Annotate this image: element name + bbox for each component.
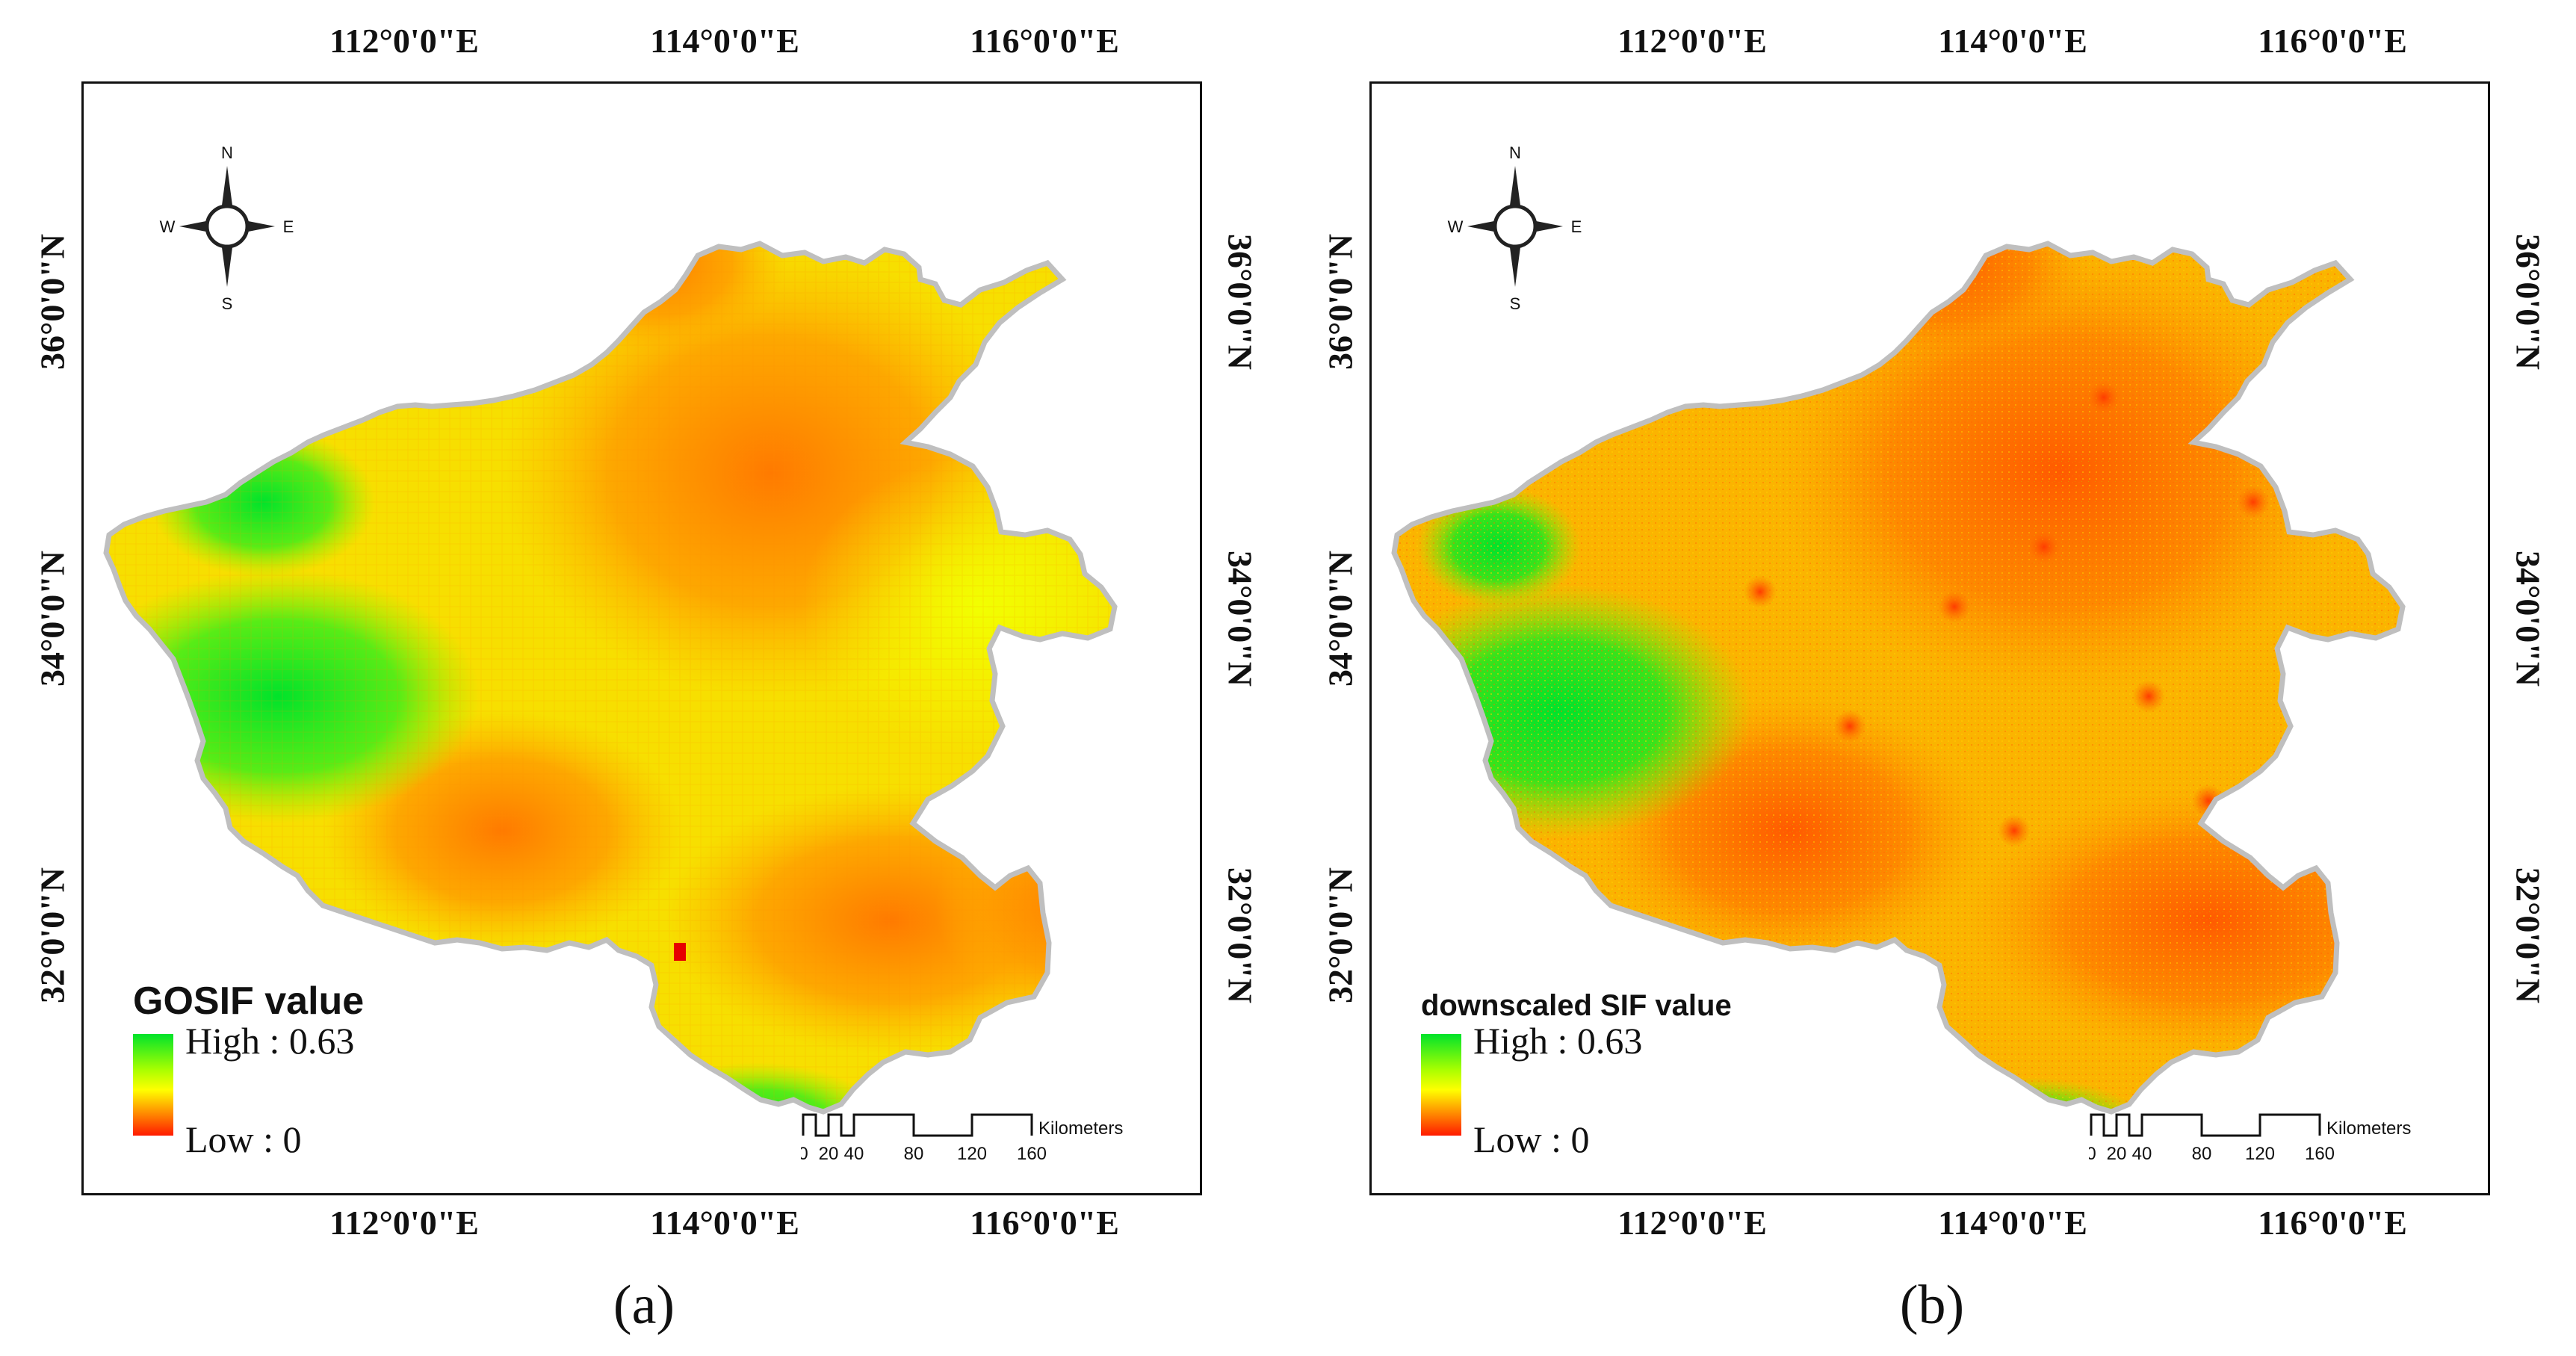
lon-label-114-bottom: 114°0'0"E: [1938, 1204, 2087, 1242]
lat-label-34-right: 34°0'0"N: [2509, 551, 2548, 687]
scale-tick-80: 80: [904, 1144, 924, 1164]
lon-label-116-top: 116°0'0"E: [970, 22, 1119, 60]
legend-high-label: High : 0.63: [1473, 1020, 1643, 1062]
lon-label-114-top: 114°0'0"E: [650, 22, 799, 60]
map-frame: N S W E downscaled SIF value High : 0.63…: [1369, 81, 2490, 1195]
scale-tick-0: 0: [2089, 1144, 2096, 1164]
compass-n: N: [1509, 143, 1521, 162]
scale-tick-120: 120: [957, 1144, 987, 1164]
panel-b: 112°0'0"E 114°0'0"E 116°0'0"E 112°0'0"E …: [1288, 0, 2576, 1356]
lon-label-114-bottom: 114°0'0"E: [650, 1204, 799, 1242]
lon-label-112-bottom: 112°0'0"E: [1617, 1204, 1767, 1242]
scale-tick-40: 40: [844, 1144, 864, 1164]
lon-label-114-top: 114°0'0"E: [1938, 22, 2087, 60]
legend-title: GOSIF value: [133, 979, 365, 1023]
compass-w: W: [1448, 217, 1464, 236]
scale-tick-80: 80: [2192, 1144, 2212, 1164]
lon-label-116-bottom: 116°0'0"E: [2258, 1204, 2407, 1242]
province-map: [1391, 241, 2406, 1115]
lat-label-32-right: 32°0'0"N: [1221, 867, 1260, 1003]
legend-color-ramp: [1421, 1034, 1461, 1136]
legend-high-label: High : 0.63: [185, 1020, 355, 1062]
north-arrow: N S W E: [1418, 133, 1612, 320]
scale-unit: Kilometers: [1038, 1118, 1123, 1139]
compass-e: E: [283, 217, 294, 236]
lon-label-112-top: 112°0'0"E: [1617, 22, 1767, 60]
scale-tick-120: 120: [2245, 1144, 2275, 1164]
lon-label-112-bottom: 112°0'0"E: [329, 1204, 479, 1242]
lat-label-32-left: 32°0'0"N: [1321, 867, 1360, 1003]
scale-tick-20: 20: [819, 1144, 839, 1164]
map-frame: N S W E GOSIF value High : 0.63 Low : 0 …: [81, 81, 1202, 1195]
lat-label-34-left: 34°0'0"N: [33, 551, 72, 687]
scale-unit: Kilometers: [2326, 1118, 2411, 1139]
scale-tick-160: 160: [1017, 1144, 1047, 1164]
lat-label-32-left: 32°0'0"N: [33, 867, 72, 1003]
legend-color-ramp: [133, 1034, 173, 1136]
compass-w: W: [160, 217, 176, 236]
province-boundary: [103, 241, 1118, 1115]
legend-low-label: Low : 0: [1473, 1118, 1590, 1160]
scale-tick-160: 160: [2305, 1144, 2335, 1164]
lon-label-112-top: 112°0'0"E: [329, 22, 479, 60]
compass-s: S: [1510, 294, 1521, 313]
lat-label-36-right: 36°0'0"N: [1221, 234, 1260, 370]
province-map: [103, 241, 1118, 1115]
panel-caption: (b): [1899, 1275, 1965, 1336]
lat-label-36-right: 36°0'0"N: [2509, 234, 2548, 370]
panel-a: 112°0'0"E 114°0'0"E 116°0'0"E 112°0'0"E …: [33, 22, 1260, 1336]
panel-caption: (a): [613, 1275, 675, 1336]
lat-label-34-right: 34°0'0"N: [1221, 551, 1260, 687]
scale-bar: 0 20 40 80 120 160 Kilometers: [798, 1106, 1174, 1188]
north-arrow: N S W E: [130, 133, 324, 320]
compass-e: E: [1571, 217, 1582, 236]
lon-label-116-bottom: 116°0'0"E: [970, 1204, 1119, 1242]
lat-label-34-left: 34°0'0"N: [1321, 551, 1360, 687]
legend-title: downscaled SIF value: [1421, 989, 1732, 1022]
compass-s: S: [222, 294, 233, 313]
lat-label-36-left: 36°0'0"N: [33, 234, 72, 370]
scale-tick-20: 20: [2107, 1144, 2127, 1164]
province-boundary: [1391, 241, 2406, 1115]
lon-label-116-top: 116°0'0"E: [2258, 22, 2407, 60]
lat-label-36-left: 36°0'0"N: [1321, 234, 1360, 370]
scale-bar: 0 20 40 80 120 160 Kilometers: [2086, 1106, 2462, 1188]
scale-tick-40: 40: [2132, 1144, 2152, 1164]
legend-low-label: Low : 0: [185, 1118, 302, 1160]
scale-tick-0: 0: [801, 1144, 808, 1164]
lat-label-32-right: 32°0'0"N: [2509, 867, 2548, 1003]
compass-n: N: [221, 143, 233, 162]
